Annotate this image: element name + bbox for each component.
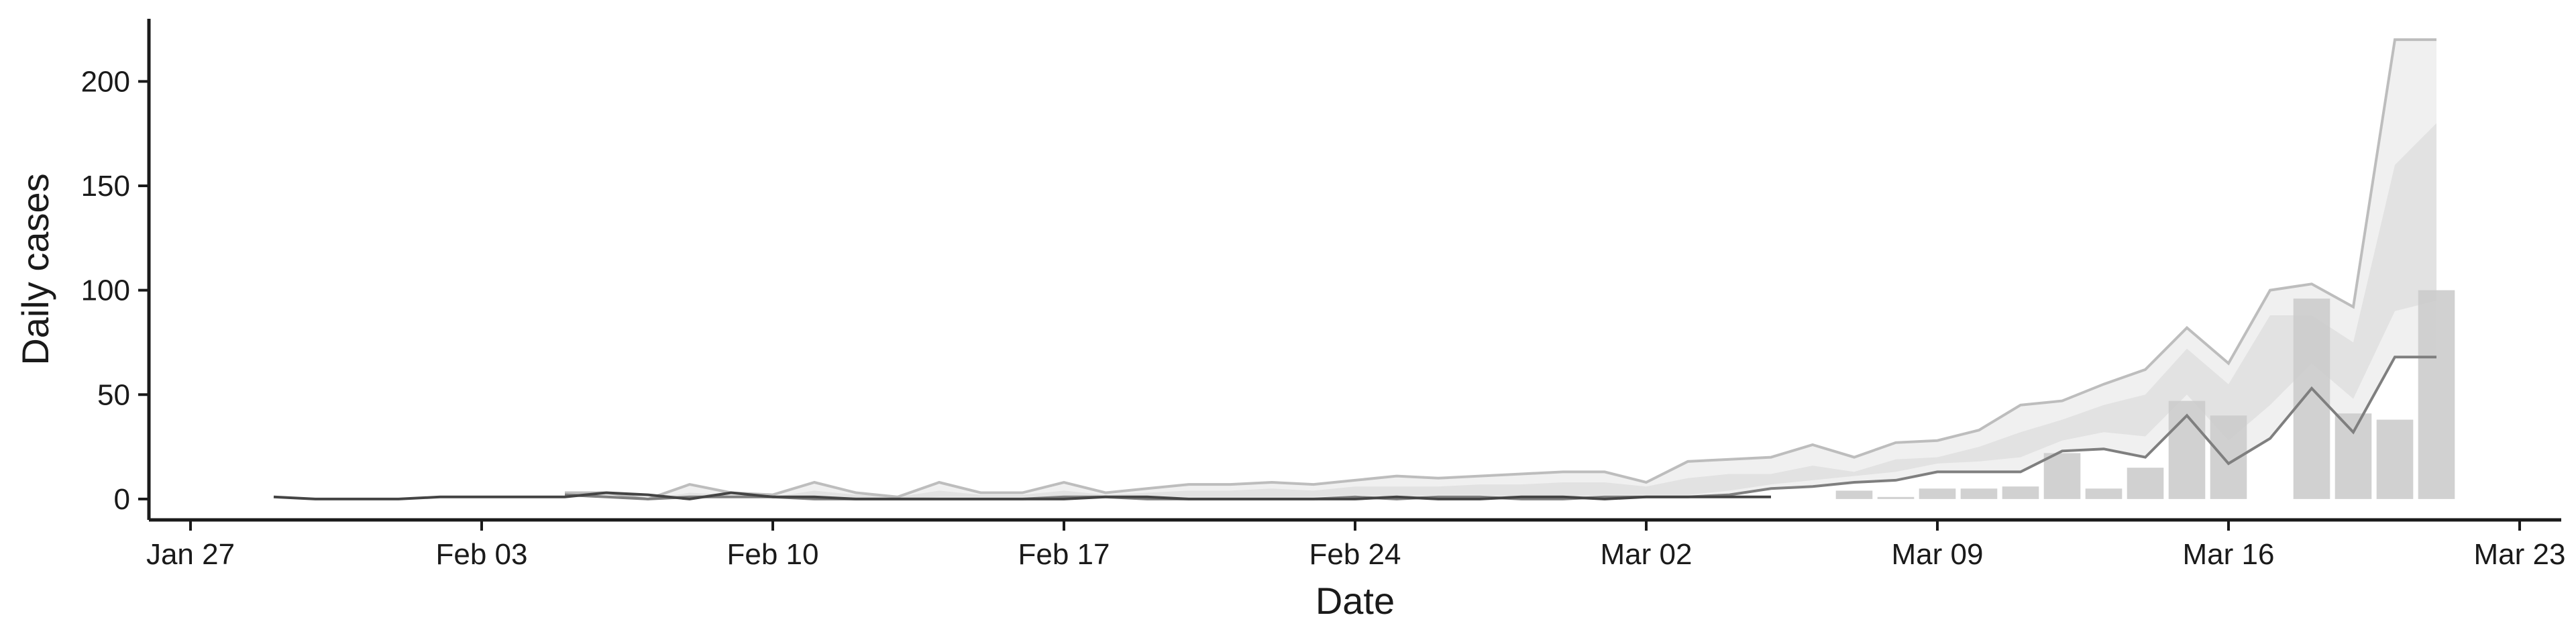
x-tick-label: Feb 17 <box>1018 538 1110 571</box>
x-ticks: Jan 27 Feb 03 Feb 10 Feb 17 Feb 24 Mar 02 Mar … <box>146 520 2566 571</box>
projection-upper-line <box>565 38 2436 500</box>
bar-2020-03-09 <box>1919 488 1956 499</box>
bar-2020-03-13 <box>2085 488 2123 499</box>
y-tick-label: 100 <box>81 274 130 307</box>
bar-2020-03-12 <box>2043 453 2081 499</box>
bar-2020-03-18 <box>2293 299 2330 499</box>
x-tick-label: Mar 09 <box>1892 538 1984 571</box>
projection-bands <box>565 40 2436 499</box>
x-tick-label: Jan 27 <box>146 538 235 571</box>
projection-outer-band <box>565 40 2436 499</box>
x-tick-label: Mar 23 <box>2474 538 2566 571</box>
bar-2020-03-14 <box>2127 468 2164 499</box>
x-tick-label: Mar 02 <box>1601 538 1693 571</box>
bar-2020-03-20 <box>2376 419 2414 499</box>
bar-2020-03-10 <box>1960 488 1998 499</box>
x-tick-label: Feb 24 <box>1309 538 1401 571</box>
y-tick-label: 150 <box>81 170 130 203</box>
x-tick-label: Feb 03 <box>436 538 528 571</box>
x-axis-title: Date <box>1316 580 1395 622</box>
y-tick-label: 200 <box>81 65 130 98</box>
bar-2020-03-11 <box>2002 486 2039 499</box>
bar-2020-03-19 <box>2334 413 2372 499</box>
bars <box>1835 290 2455 499</box>
y-tick-label: 0 <box>114 483 130 516</box>
x-tick-label: Feb 10 <box>727 538 819 571</box>
early-cases-line <box>273 491 1771 500</box>
bar-2020-03-08 <box>1877 496 1915 499</box>
series-lines <box>273 38 2436 500</box>
y-ticks: 0 50 100 150 200 <box>81 65 149 516</box>
axes: 0 50 100 150 200 Jan 27 Feb 03 Feb 10 Feb 17 Feb… <box>81 19 2566 571</box>
bar-2020-03-21 <box>2418 290 2455 499</box>
x-tick-label: Mar 16 <box>2183 538 2275 571</box>
y-axis-title: Daily cases <box>14 173 56 365</box>
y-tick-label: 50 <box>97 378 130 411</box>
bar-2020-03-07 <box>1835 490 1873 499</box>
